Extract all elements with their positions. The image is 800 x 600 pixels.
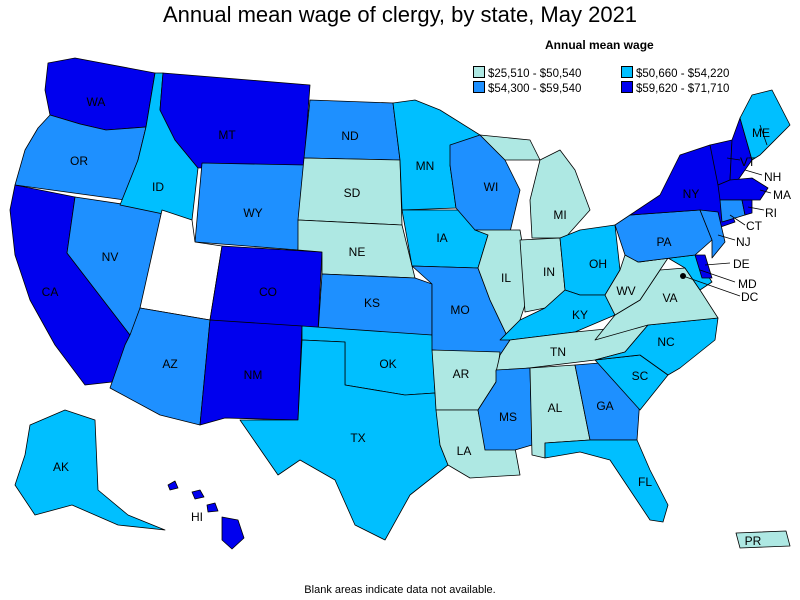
legend-swatch-bin-0 — [473, 66, 485, 78]
state-label-nd: ND — [341, 129, 359, 143]
state-me[interactable] — [739, 89, 791, 161]
state-label-or: OR — [70, 154, 88, 168]
state-label-tx: TX — [350, 431, 365, 445]
state-label-nj: NJ — [736, 235, 751, 249]
callout-line-md — [699, 269, 736, 283]
state-label-ok: OK — [379, 357, 396, 371]
state-nm[interactable] — [199, 319, 303, 426]
legend-swatch-bin-2 — [621, 66, 633, 78]
state-mt[interactable] — [159, 72, 311, 169]
state-label-ct: CT — [746, 219, 763, 233]
state-label-nh: NH — [764, 170, 781, 184]
callout-line-vt — [726, 157, 741, 161]
state-label-oh: OH — [589, 257, 607, 271]
map-title: Annual mean wage of clergy, by state, Ma… — [162, 2, 638, 27]
callout-line-de — [704, 262, 731, 266]
legend-label-bin-3: $59,620 - $71,710 — [636, 83, 730, 95]
legend-label-bin-0: $25,510 - $50,540 — [488, 68, 582, 80]
state-label-il: IL — [501, 271, 511, 285]
state-label-nc: NC — [657, 335, 675, 349]
state-label-tn: TN — [550, 345, 566, 359]
state-label-wi: WI — [484, 180, 499, 194]
state-label-ar: AR — [453, 367, 470, 381]
legend-item-bin-3: $59,620 - $71,710 — [621, 81, 729, 95]
state-label-ma: MA — [773, 188, 791, 202]
legend-label-bin-2: $50,660 - $54,220 — [636, 68, 730, 80]
state-label-ms: MS — [499, 410, 517, 424]
state-label-id: ID — [152, 180, 164, 194]
callout-line-ma — [759, 189, 772, 194]
footer-note: Blank areas indicate data not available. — [304, 584, 496, 596]
state-label-nm: NM — [244, 368, 263, 382]
callout-line-nh — [744, 169, 763, 176]
state-label-vt: VT — [740, 155, 756, 169]
legend-item-bin-0: $25,510 - $50,540 — [473, 66, 581, 80]
state-pr[interactable] — [735, 530, 791, 549]
state-label-ga: GA — [596, 399, 613, 413]
state-label-in: IN — [543, 265, 555, 279]
legend-swatch-bin-1 — [473, 81, 485, 93]
state-label-ne: NE — [349, 245, 366, 259]
state-fl[interactable] — [544, 439, 669, 523]
state-label-de: DE — [733, 257, 750, 271]
state-nc[interactable] — [594, 317, 719, 376]
state-label-md: MD — [738, 277, 757, 291]
state-label-sc: SC — [632, 369, 649, 383]
state-label-ky: KY — [572, 308, 588, 322]
state-label-la: LA — [457, 444, 472, 458]
state-ak[interactable] — [14, 409, 166, 531]
state-ct[interactable] — [719, 199, 746, 223]
state-label-wy: WY — [243, 206, 262, 220]
state-nj[interactable] — [699, 209, 726, 259]
state-label-ak: AK — [53, 460, 69, 474]
state-label-pr: PR — [745, 534, 762, 548]
callout-line-ri — [747, 206, 765, 211]
state-label-va: VA — [662, 291, 677, 305]
state-label-hi: HI — [191, 510, 203, 524]
state-label-mo: MO — [450, 303, 469, 317]
state-label-ks: KS — [364, 296, 380, 310]
state-label-fl: FL — [638, 475, 652, 489]
state-label-mn: MN — [416, 159, 435, 173]
state-label-az: AZ — [162, 357, 177, 371]
state-tx[interactable] — [239, 339, 449, 541]
state-label-wv: WV — [616, 284, 635, 298]
legend-title: Annual mean wage — [545, 38, 654, 52]
callout-line-ct — [729, 214, 746, 226]
callout-line-nj — [717, 234, 736, 241]
state-hi[interactable] — [167, 480, 245, 550]
state-label-mi: MI — [553, 208, 566, 222]
callout-line-me — [759, 124, 768, 146]
callout-line-dc — [682, 275, 741, 297]
legend-item-bin-2: $50,660 - $54,220 — [621, 66, 729, 80]
state-label-mt: MT — [218, 128, 236, 142]
state-ri[interactable] — [741, 199, 753, 216]
state-label-nv: NV — [102, 250, 119, 264]
state-mi[interactable] — [479, 134, 591, 239]
state-label-ia: IA — [436, 231, 447, 245]
state-label-ri: RI — [765, 206, 777, 220]
legend-swatch-bin-3 — [621, 81, 633, 93]
state-label-pa: PA — [656, 235, 671, 249]
state-label-al: AL — [548, 401, 563, 415]
legend-label-bin-1: $54,300 - $59,540 — [488, 83, 582, 95]
state-label-co: CO — [259, 285, 277, 299]
state-label-ca: CA — [42, 285, 59, 299]
state-label-wa: WA — [87, 95, 106, 109]
legend-item-bin-1: $54,300 - $59,540 — [473, 81, 581, 95]
state-label-me: ME — [752, 126, 770, 140]
state-label-dc: DC — [741, 290, 759, 304]
state-label-sd: SD — [344, 186, 361, 200]
state-label-ny: NY — [683, 187, 700, 201]
